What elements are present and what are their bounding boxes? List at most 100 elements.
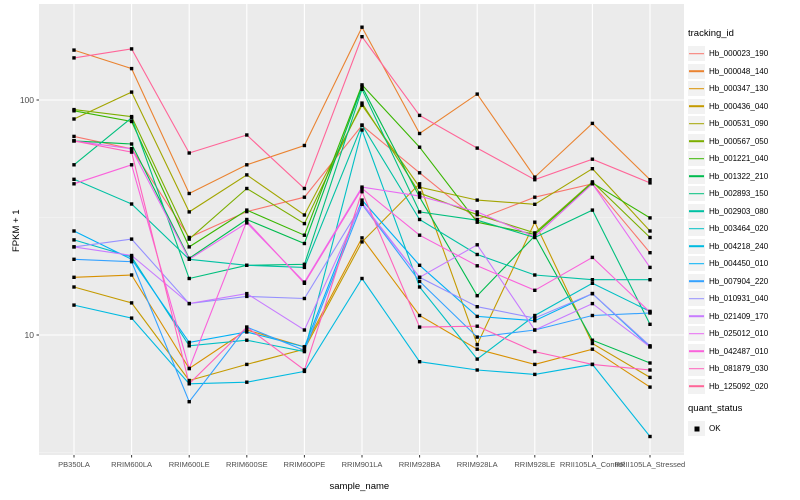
data-point [360, 201, 364, 205]
data-point [648, 368, 652, 372]
data-point [533, 288, 537, 292]
y-tick-label: 100 [19, 94, 34, 105]
legend-label: Hb_000436_040 [709, 101, 769, 111]
data-point [360, 276, 364, 281]
legend-item: Hb_007904_220 [688, 273, 798, 291]
x-tick-label: RRIM600LA [111, 460, 153, 469]
x-tick-label: RRIM901LA [341, 460, 383, 469]
data-point [417, 285, 422, 289]
legend-label: Hb_000023_190 [709, 49, 769, 59]
data-point [72, 182, 76, 186]
y-axis-title: FPKM + 1 [11, 209, 22, 252]
data-point [648, 181, 652, 185]
data-point [475, 357, 479, 361]
data-point [417, 113, 422, 118]
legend-item: Hb_003464_020 [688, 220, 798, 238]
x-tick-label: RRIM928LE [514, 460, 556, 469]
legend-item: Hb_004218_240 [688, 238, 798, 256]
data-point [417, 279, 422, 284]
data-point [590, 281, 595, 285]
data-point [72, 238, 76, 242]
data-point [475, 335, 479, 339]
data-point [648, 235, 652, 240]
data-point [72, 303, 76, 307]
data-point [648, 385, 652, 389]
data-point [302, 213, 307, 217]
data-point [187, 340, 191, 345]
legend-color-line [689, 280, 704, 283]
data-point [533, 220, 537, 224]
data-point [417, 194, 422, 198]
data-point [187, 210, 191, 214]
data-point [72, 275, 76, 279]
data-point [245, 328, 249, 332]
data-point [302, 143, 307, 148]
data-point [648, 251, 652, 255]
data-point [475, 342, 479, 347]
legend-color-line [689, 297, 704, 300]
legend-quant-status: quant_status OK [688, 403, 798, 438]
data-point [533, 235, 537, 239]
data-point [475, 146, 479, 150]
data-point [648, 278, 652, 282]
y-tick-label: 10 [24, 329, 34, 340]
data-point [72, 139, 76, 143]
x-tick-label: RRIM600SE [225, 460, 268, 469]
legend-item: Hb_025012_010 [688, 325, 798, 343]
legend-label: Hb_007904_220 [709, 276, 769, 286]
legend-item: Hb_000531_090 [688, 115, 798, 133]
data-point [187, 344, 191, 348]
data-point [302, 328, 307, 332]
data-point [187, 400, 191, 404]
legend-color-line [689, 262, 704, 265]
data-point [129, 316, 134, 320]
data-point [187, 366, 191, 371]
data-point [302, 348, 307, 353]
data-point [72, 134, 76, 139]
legend-item: Hb_001221_040 [688, 150, 798, 168]
legend-label: Hb_042487_010 [709, 346, 769, 356]
data-point [360, 128, 364, 132]
data-point [72, 117, 76, 121]
data-point [475, 305, 479, 309]
data-point [475, 198, 479, 202]
data-point [245, 325, 249, 329]
legend-label: Hb_125092_020 [709, 381, 769, 391]
data-point [360, 190, 364, 194]
data-point [360, 83, 364, 87]
x-tick-label: RRIM928LA [456, 460, 498, 469]
legend-color-line [689, 245, 704, 248]
legend-tracking-id: tracking_id Hb_000023_190 Hb_000048_140 Hb… [688, 28, 798, 395]
chart-canvas [39, 4, 684, 455]
data-point [187, 245, 191, 249]
data-point [590, 347, 595, 351]
data-point [648, 434, 652, 439]
data-point [360, 123, 364, 127]
data-point [475, 92, 479, 96]
data-point [72, 177, 76, 181]
legend-key-line-icon [688, 98, 705, 114]
legend-color-line [689, 87, 704, 90]
data-point [475, 294, 479, 298]
data-point [533, 202, 537, 206]
data-point [360, 25, 364, 29]
x-tick-label: PB350LA [58, 460, 90, 469]
data-point [187, 276, 191, 281]
data-point [590, 291, 595, 296]
data-point [72, 229, 76, 233]
data-point [360, 240, 364, 244]
legend-color-line [689, 192, 704, 195]
legend-item: Hb_081879_030 [688, 360, 798, 378]
legend-key-line-icon [688, 63, 705, 79]
data-point [590, 182, 595, 186]
legend-color-line [689, 175, 704, 178]
legend-color-line [689, 315, 704, 318]
data-point [475, 347, 479, 351]
legend-key-line-icon [688, 46, 705, 62]
legend-color-line [689, 385, 704, 388]
data-point [245, 133, 249, 137]
data-point [533, 313, 537, 318]
legend-label: Hb_003464_020 [709, 224, 769, 234]
legend-key-line-icon [688, 291, 705, 307]
legend-key-line-icon [688, 151, 705, 167]
